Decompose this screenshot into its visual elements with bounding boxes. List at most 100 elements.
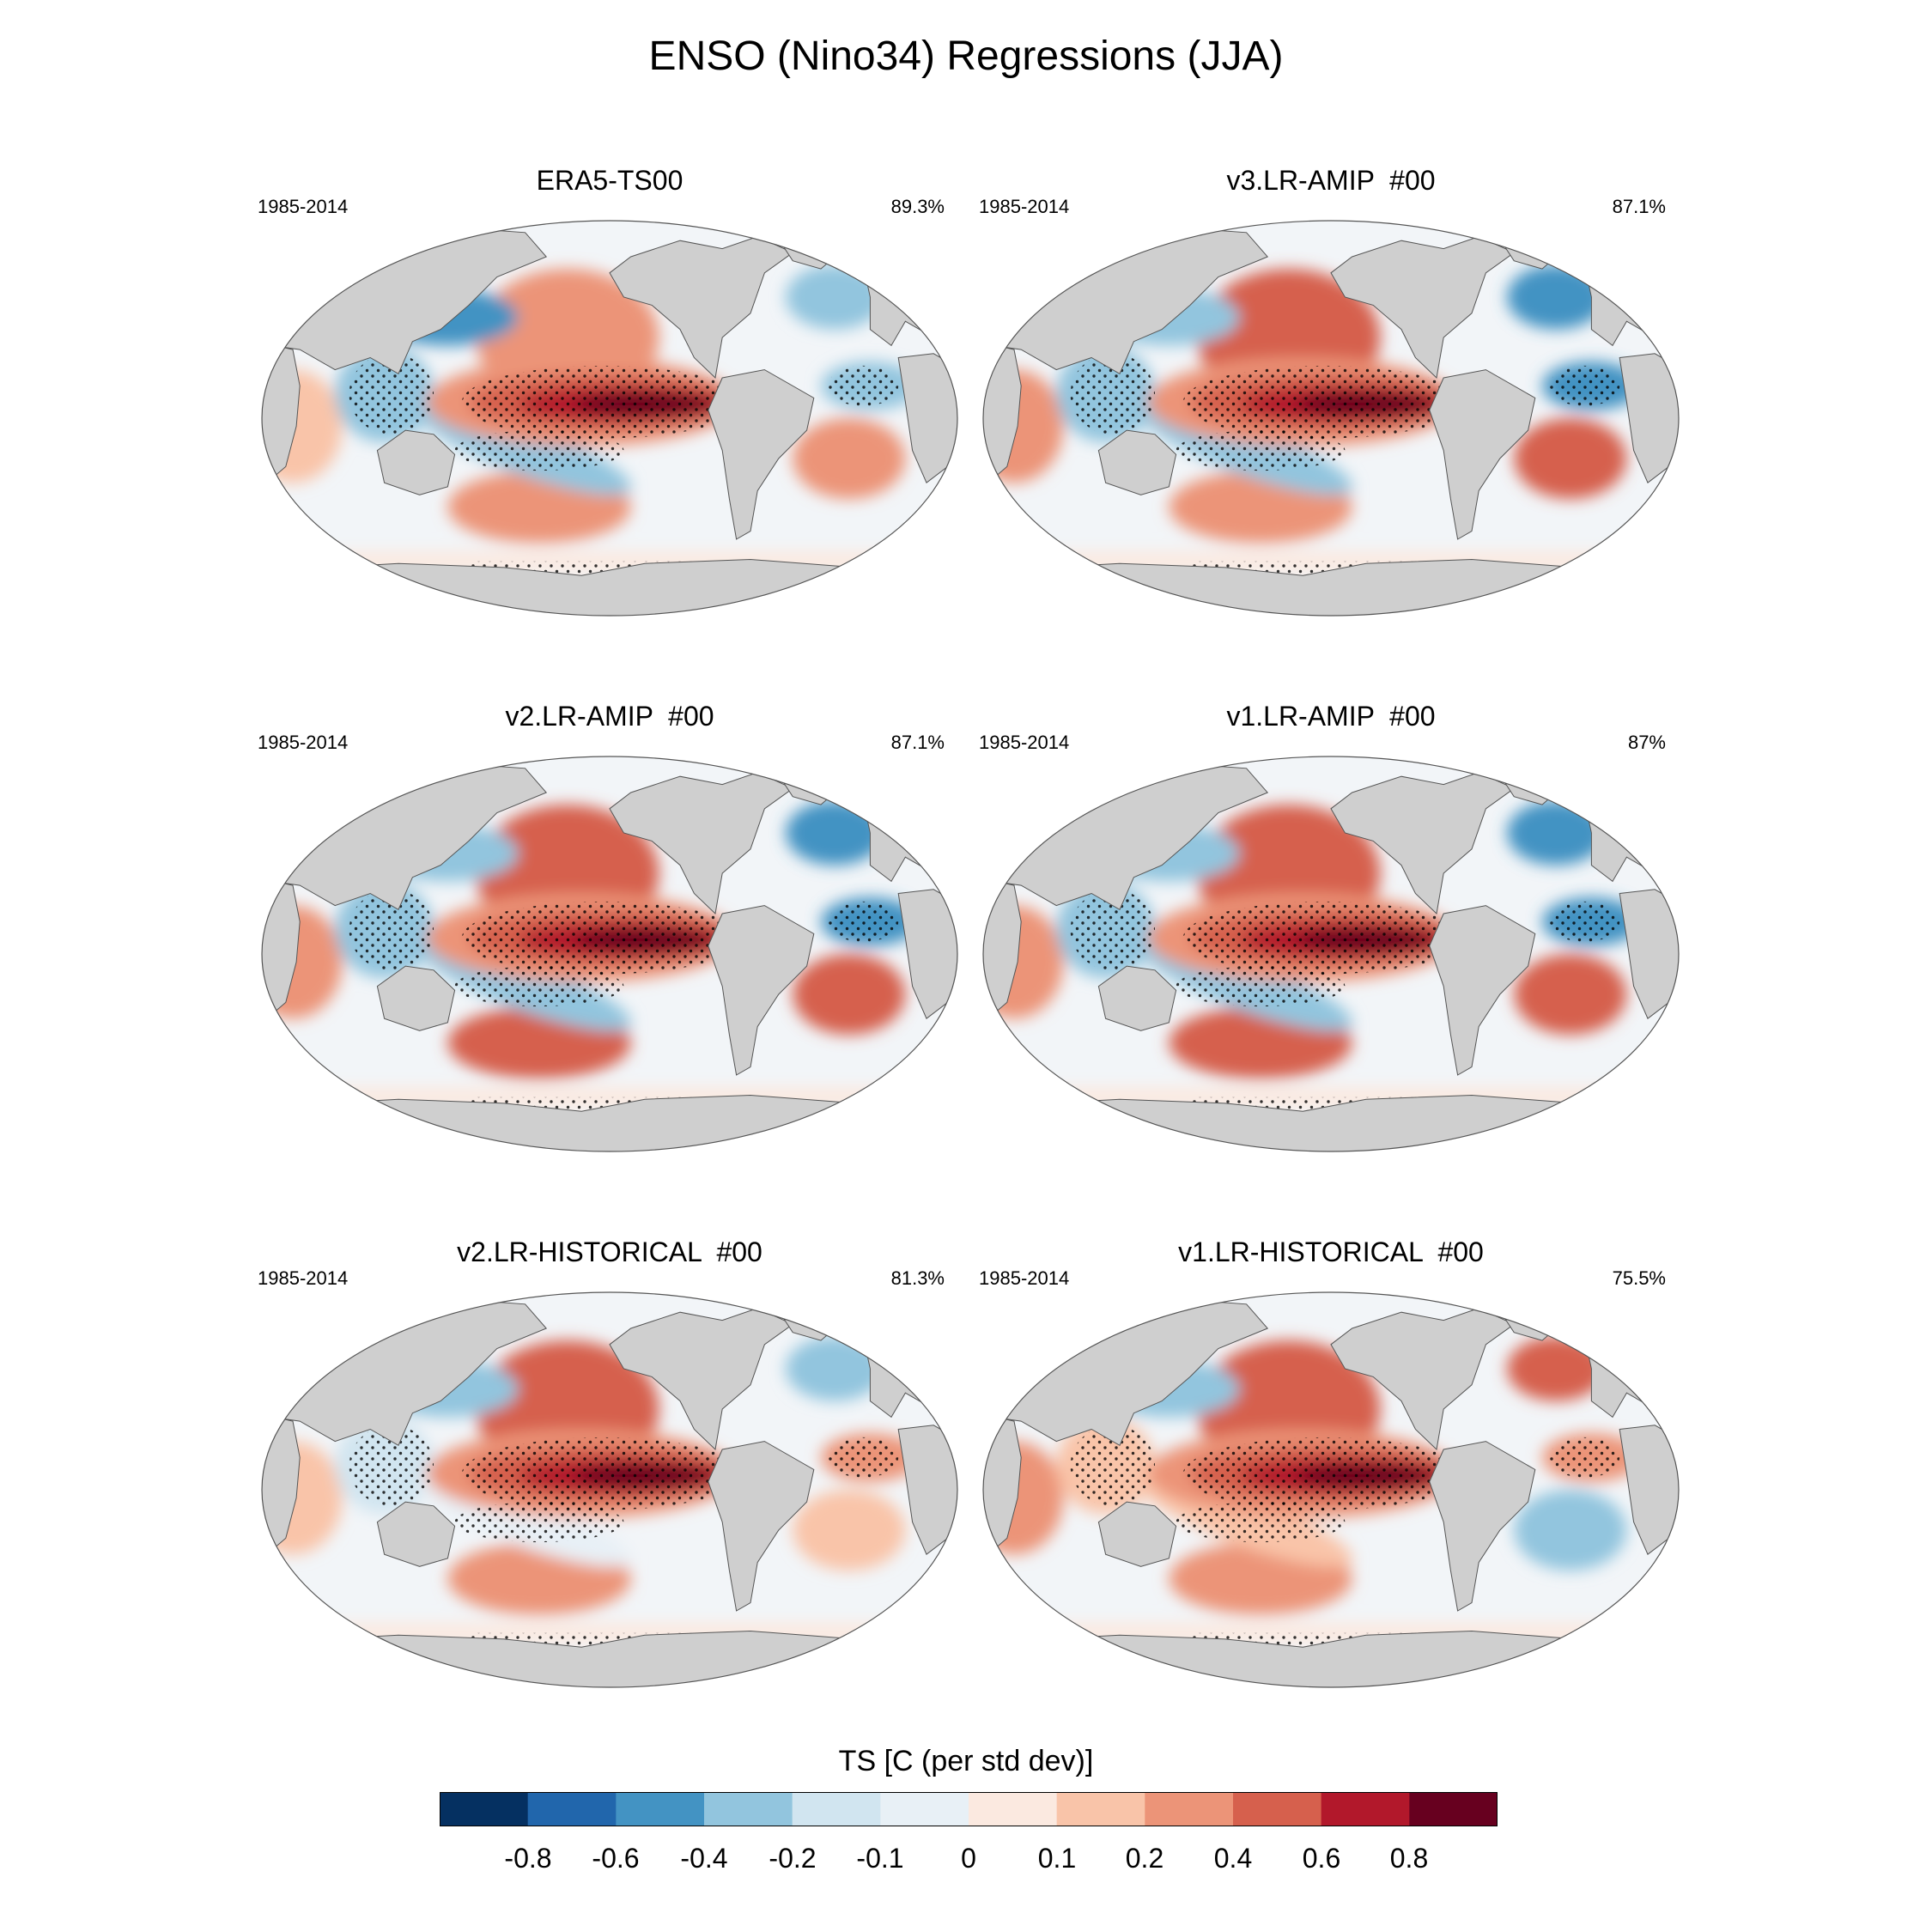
- colorbar-tick-label: 0.8: [1389, 1843, 1429, 1874]
- colorbar-segment: [1145, 1792, 1234, 1826]
- significance-stipple: [349, 889, 434, 970]
- panel-title: v1.LR-HISTORICAL #00: [1178, 1236, 1484, 1267]
- colorbar-tick-label: 0.6: [1302, 1843, 1341, 1874]
- panel-period: 1985-2014: [979, 1267, 1070, 1289]
- panel-v1-amip: v1.LR-AMIP #00 1985-2014 87%: [979, 701, 1683, 1156]
- anomaly-natl: [1507, 800, 1606, 866]
- significance-stipple: [1182, 1437, 1465, 1510]
- colorbar-tick-label: -0.4: [680, 1843, 728, 1874]
- regression-map: [982, 1291, 1680, 1688]
- panel-percent: 87.1%: [1612, 196, 1666, 217]
- land-australia: [1097, 429, 1177, 495]
- significance-stipple: [461, 901, 744, 975]
- colorbar: [440, 1792, 1498, 1826]
- colorbar-tick-label: -0.6: [592, 1843, 640, 1874]
- colorbar-frame: [440, 1792, 1498, 1826]
- panel-period: 1985-2014: [979, 196, 1070, 217]
- panel-percent: 75.5%: [1612, 1267, 1666, 1289]
- land-namerica: [1330, 235, 1516, 380]
- panel-percent: 89.3%: [890, 196, 945, 217]
- land-australia: [1097, 965, 1177, 1031]
- regression-map: [982, 756, 1680, 1152]
- significance-stipple: [1176, 966, 1346, 1007]
- panel-v2-amip: v2.LR-AMIP #00 1985-2014 87.1%: [258, 701, 962, 1156]
- globe-outline: [261, 1291, 958, 1688]
- significance-stipple: [454, 1502, 624, 1543]
- land-australia: [376, 429, 456, 495]
- figure-title: ENSO (Nino34) Regressions (JJA): [648, 33, 1284, 79]
- colorbar-segment: [880, 1792, 969, 1826]
- colorbar-segment: [616, 1792, 705, 1826]
- significance-stipple: [1182, 365, 1465, 439]
- significance-stipple: [1070, 1425, 1155, 1506]
- significance-stipple: [1176, 1502, 1346, 1543]
- significance-stipple: [1070, 353, 1155, 434]
- land-namerica: [609, 771, 794, 915]
- colorbar-segment: [1321, 1792, 1410, 1826]
- regression-map: [982, 220, 1680, 617]
- panel-v2-historical: v2.LR-HISTORICAL #00 1985-2014 81.3%: [258, 1236, 962, 1692]
- anomaly-natl: [786, 1336, 884, 1401]
- land-namerica: [609, 1307, 794, 1451]
- anomaly-natl: [786, 800, 884, 866]
- panel-period: 1985-2014: [258, 1267, 349, 1289]
- significance-stipple: [454, 430, 624, 471]
- colorbar-segment: [969, 1792, 1058, 1826]
- anomaly-satl: [1514, 1490, 1627, 1571]
- regression-map: [261, 220, 958, 617]
- significance-stipple: [461, 365, 744, 439]
- anomaly-natl: [1507, 1336, 1606, 1401]
- anomaly-satl: [1514, 418, 1627, 499]
- panel-title: v3.LR-AMIP #00: [1226, 165, 1436, 196]
- panel-percent: 87.1%: [890, 732, 945, 753]
- land-australia: [376, 965, 456, 1031]
- regression-map: [261, 756, 958, 1152]
- land-samerica: [1429, 1441, 1536, 1612]
- land-samerica: [1429, 905, 1536, 1076]
- land-samerica: [708, 369, 815, 540]
- panel-period: 1985-2014: [258, 732, 349, 753]
- colorbar-segment: [704, 1792, 793, 1826]
- anomaly-satl: [793, 1490, 906, 1571]
- regression-map: [261, 1291, 958, 1688]
- land-samerica: [708, 905, 815, 1076]
- significance-stipple: [349, 353, 434, 434]
- colorbar-segment: [1409, 1792, 1498, 1826]
- significance-stipple: [1176, 430, 1346, 471]
- land-namerica: [609, 235, 794, 380]
- panel-era5: ERA5-TS00 1985-2014 89.3%: [258, 165, 962, 620]
- land-namerica: [1330, 1307, 1516, 1451]
- globe-outline: [982, 220, 1680, 617]
- colorbar-segment: [1056, 1792, 1145, 1826]
- anomaly-natl: [1507, 264, 1606, 330]
- anomaly-natl: [786, 264, 884, 330]
- panel-v3-amip: v3.LR-AMIP #00 1985-2014 87.1%: [979, 165, 1683, 620]
- significance-stipple: [828, 365, 899, 406]
- panel-percent: 81.3%: [890, 1267, 945, 1289]
- colorbar-segment: [1233, 1792, 1322, 1826]
- anomaly-satl: [1514, 954, 1627, 1035]
- panel-title: ERA5-TS00: [536, 165, 683, 196]
- significance-stipple: [454, 966, 624, 1007]
- colorbar-segment: [527, 1792, 617, 1826]
- colorbar-tick-label: -0.2: [769, 1843, 817, 1874]
- colorbar-segment: [792, 1792, 881, 1826]
- colorbar-tick-label: 0: [961, 1843, 976, 1874]
- colorbar-tick-label: 0.4: [1213, 1843, 1253, 1874]
- anomaly-satl: [793, 954, 906, 1035]
- globe-outline: [982, 1291, 1680, 1688]
- globe-outline: [982, 756, 1680, 1152]
- significance-stipple: [1549, 365, 1620, 406]
- significance-stipple: [1182, 901, 1465, 975]
- significance-stipple: [1549, 901, 1620, 942]
- globe-outline: [261, 756, 958, 1152]
- panel-title: v2.LR-HISTORICAL #00: [457, 1236, 762, 1267]
- panel-percent: 87%: [1627, 732, 1666, 753]
- panel-period: 1985-2014: [258, 196, 349, 217]
- significance-stipple: [828, 901, 899, 942]
- anomaly-satl: [793, 418, 906, 499]
- significance-stipple: [461, 1437, 744, 1510]
- globe-outline: [261, 220, 958, 617]
- land-australia: [376, 1501, 456, 1567]
- land-namerica: [1330, 771, 1516, 915]
